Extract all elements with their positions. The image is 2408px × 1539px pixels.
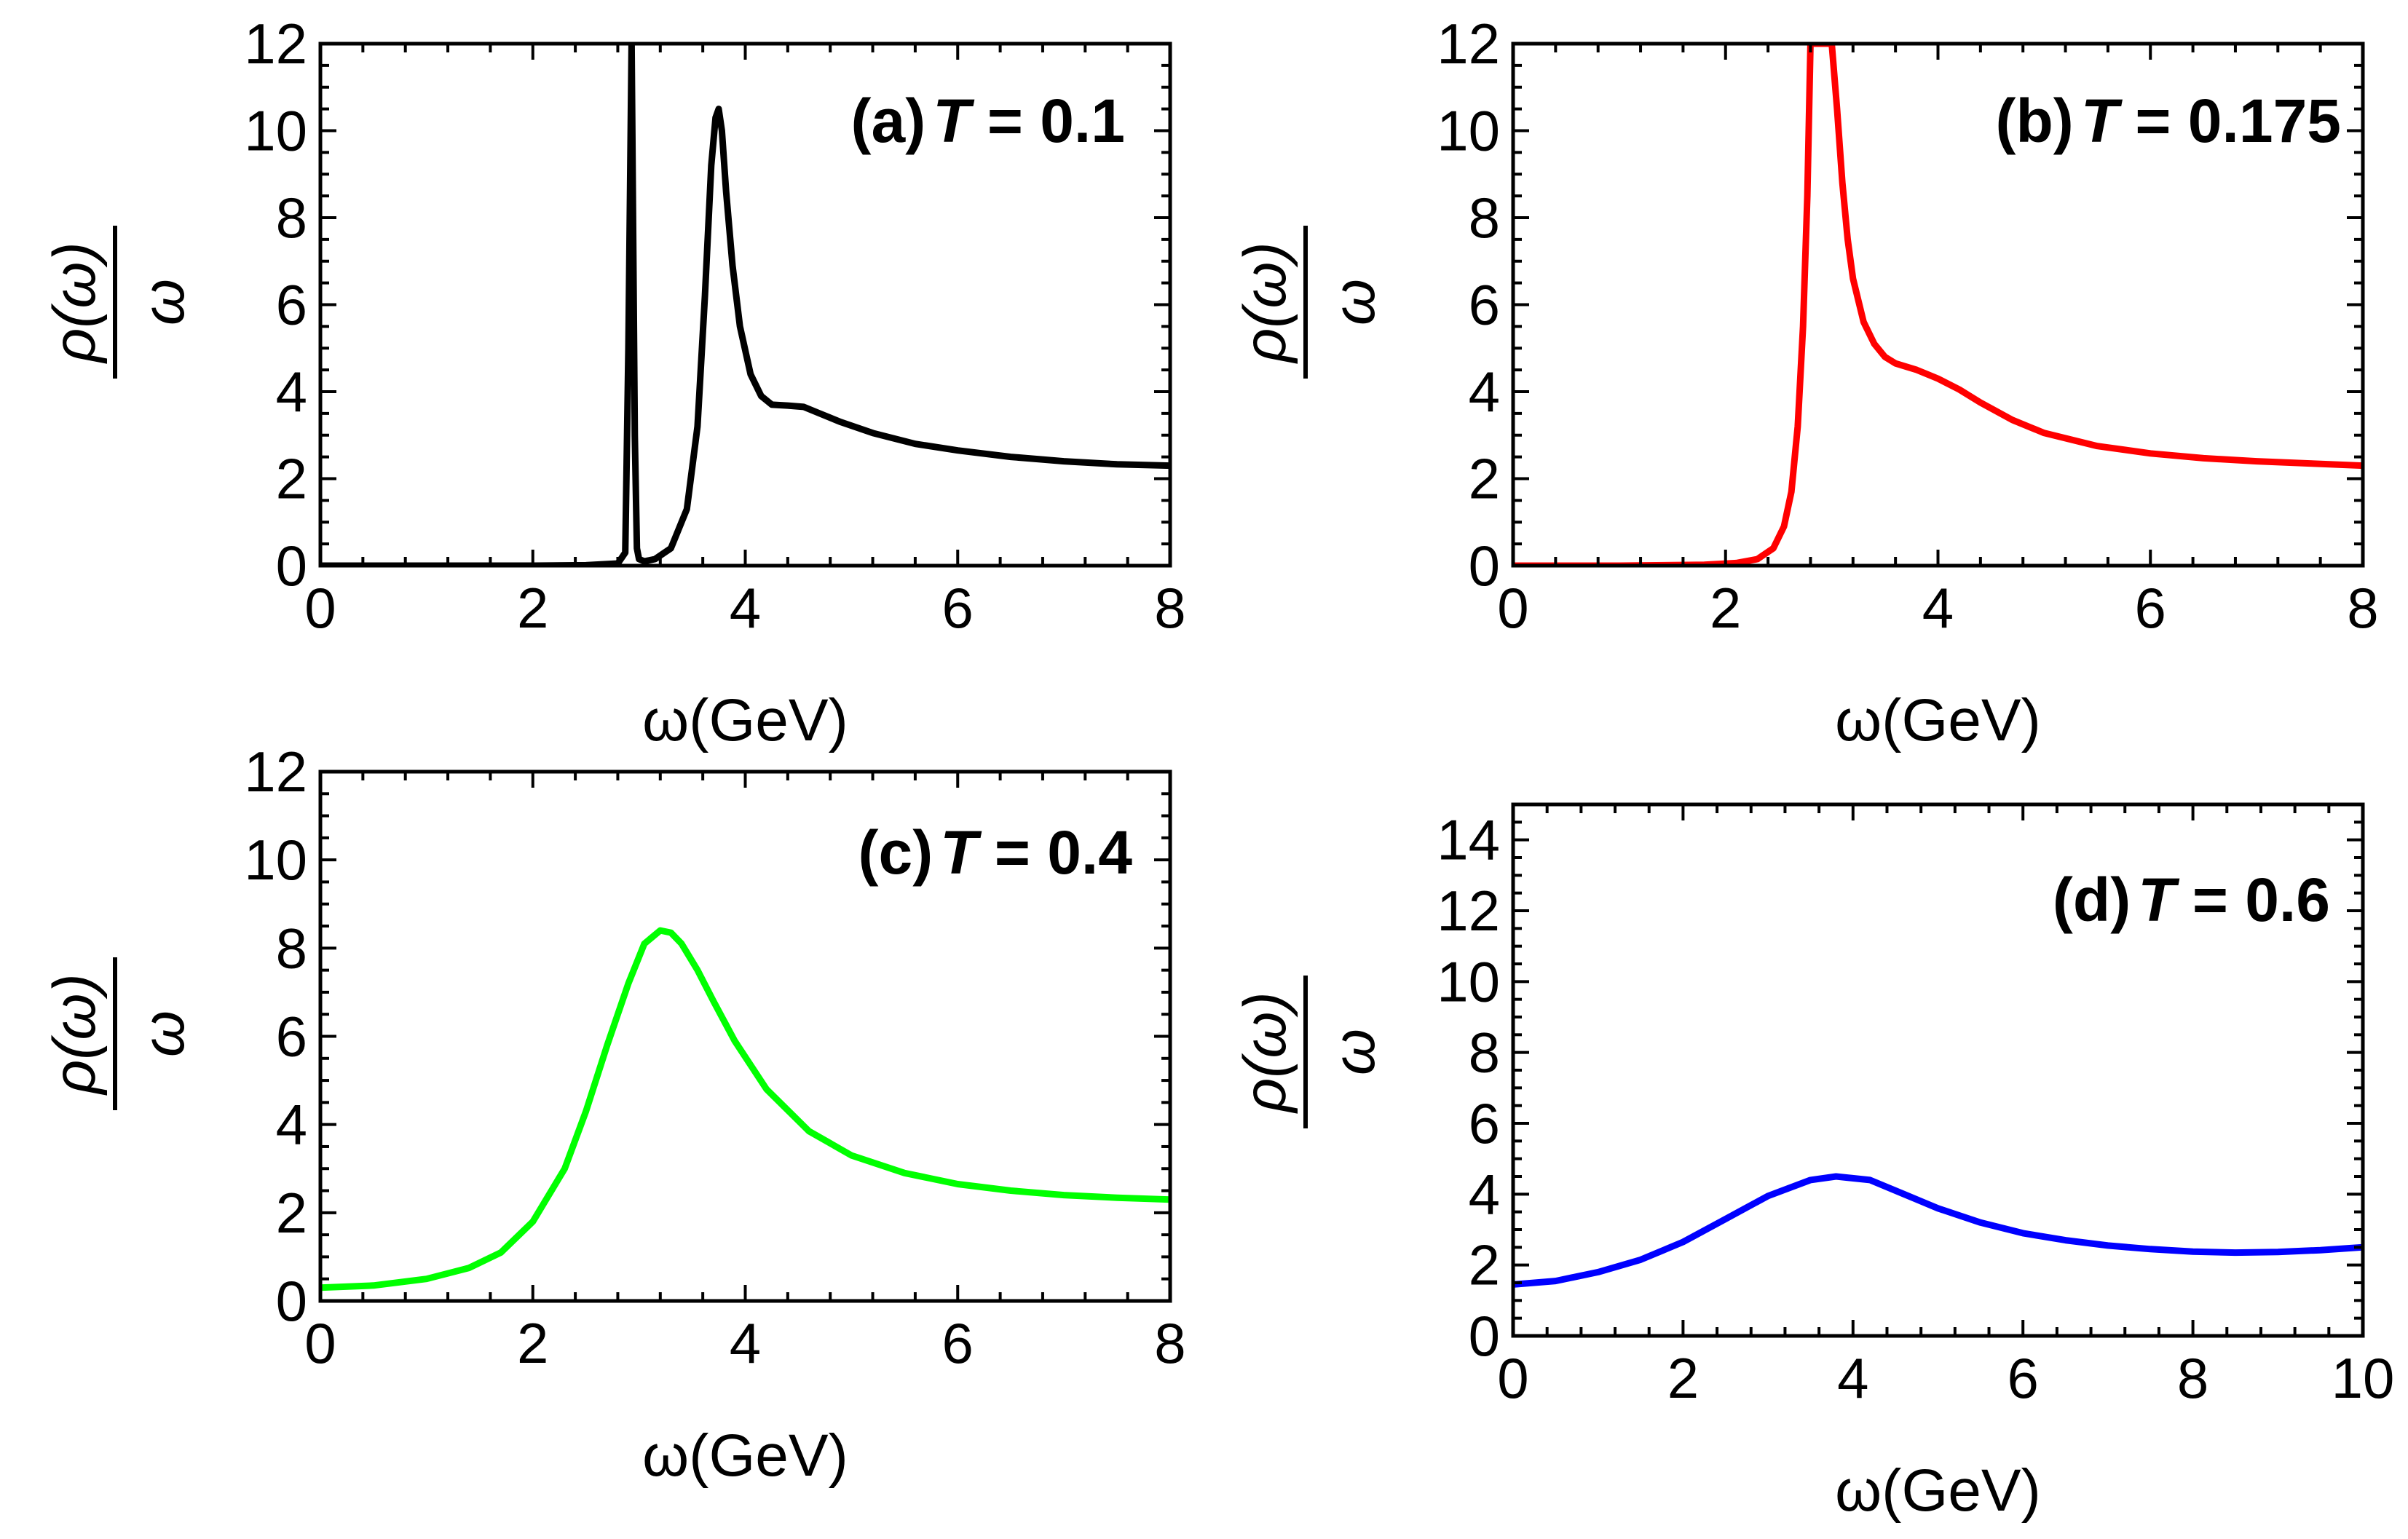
y-tick-label: 8 — [1469, 1021, 1500, 1085]
x-tick-label: 4 — [730, 1311, 761, 1375]
x-tick-label: 2 — [1667, 1346, 1699, 1410]
series-line-1 — [320, 44, 1170, 566]
x-tick-label: 6 — [2008, 1346, 2039, 1410]
y-tick-label: 12 — [244, 740, 307, 804]
y-tick-label: 8 — [276, 916, 307, 980]
x-axis-label: ω(GeV) — [1835, 687, 2041, 753]
temperature-value: = 0.175 — [2118, 87, 2341, 155]
x-tick-label: 0 — [304, 1311, 336, 1375]
y-label-numerator: ρ(ω) — [1232, 992, 1298, 1113]
x-tick-label: 2 — [1710, 576, 1741, 640]
y-tick-label: 4 — [1469, 1162, 1500, 1226]
x-tick-label: 8 — [1154, 1311, 1185, 1375]
temperature-label: T — [940, 818, 982, 887]
y-label-denominator: ω — [1321, 1029, 1387, 1075]
chart-panel-1: 0 2 4 6 8 0 2 4 6 8 10 12 ω(GeV) ρ(ω) ω (a) T = 0.1 — [42, 12, 1186, 753]
x-tick-label: 2 — [517, 576, 548, 640]
x-tick-label: 8 — [2347, 576, 2378, 640]
y-tick-label: 2 — [276, 1181, 307, 1245]
y-tick-label: 4 — [276, 360, 307, 424]
series-line-1 — [320, 927, 1170, 1291]
y-label-numerator: ρ(ω) — [42, 242, 108, 363]
x-tick-label: 4 — [1922, 576, 1954, 640]
x-tick-label: 0 — [1497, 1346, 1528, 1410]
series-line-1 — [1513, 44, 2363, 566]
temperature-value: = 0.1 — [970, 87, 1125, 155]
y-tick-label: 8 — [276, 186, 307, 250]
x-tick-label: 8 — [1154, 576, 1185, 640]
y-tick-label: 10 — [244, 99, 307, 163]
y-label-denominator: ω — [130, 1010, 197, 1057]
y-label-denominator: ω — [1321, 279, 1387, 325]
x-axis-label: ω(GeV) — [642, 687, 848, 753]
temperature-label: T — [933, 87, 975, 155]
x-tick-label: 4 — [1837, 1346, 1868, 1410]
y-tick-label: 12 — [1437, 879, 1500, 943]
y-tick-label: 6 — [276, 273, 307, 337]
y-tick-label: 12 — [244, 12, 307, 76]
y-label-denominator: ω — [130, 279, 197, 325]
x-tick-label: 0 — [304, 576, 336, 640]
panel-annotation: (d) T = 0.6 — [2053, 866, 2330, 934]
panel-tag: (d) — [2053, 866, 2131, 934]
chart-panel-3: 0 2 4 6 8 0 2 4 6 8 10 12 ω(GeV) ρ(ω) ω (c) T = 0.4 — [42, 740, 1186, 1489]
y-tick-label: 12 — [1437, 12, 1500, 76]
y-axis-label: ρ(ω) ω — [1232, 226, 1387, 379]
y-tick-label: 0 — [276, 534, 307, 598]
y-tick-label: 4 — [276, 1093, 307, 1157]
y-tick-label: 0 — [1469, 1304, 1500, 1368]
y-tick-label: 10 — [244, 828, 307, 892]
panel-tag: (b) — [1995, 87, 2073, 155]
temperature-value: = 0.6 — [2175, 866, 2330, 934]
x-tick-label: 8 — [2177, 1346, 2208, 1410]
y-tick-label: 6 — [1469, 273, 1500, 337]
y-tick-label: 10 — [1437, 949, 1500, 1013]
x-tick-label: 0 — [1497, 576, 1528, 640]
y-tick-label: 6 — [1469, 1091, 1500, 1155]
y-tick-label: 6 — [276, 1005, 307, 1069]
x-tick-label: 4 — [730, 576, 761, 640]
y-tick-label: 2 — [1469, 1233, 1500, 1297]
y-tick-label: 0 — [276, 1269, 307, 1333]
x-tick-label: 2 — [517, 1311, 548, 1375]
temperature-value: = 0.4 — [977, 818, 1132, 887]
x-tick-label: 6 — [942, 576, 974, 640]
temperature-label: T — [2138, 866, 2180, 934]
panel-annotation: (a) T = 0.1 — [851, 87, 1126, 155]
y-axis-label: ρ(ω) ω — [42, 957, 197, 1110]
y-tick-label: 0 — [1469, 534, 1500, 598]
y-tick-label: 2 — [1469, 447, 1500, 511]
x-tick-label: 10 — [2332, 1346, 2395, 1410]
y-tick-label: 4 — [1469, 360, 1500, 424]
series-line-1 — [1513, 1173, 2363, 1288]
y-tick-label: 8 — [1469, 186, 1500, 250]
panel-tag: (a) — [851, 87, 926, 155]
x-tick-label: 6 — [942, 1311, 974, 1375]
panel-annotation: (c) T = 0.4 — [858, 818, 1133, 887]
panel-annotation: (b) T = 0.175 — [1995, 87, 2341, 155]
y-label-numerator: ρ(ω) — [42, 973, 108, 1095]
x-axis-label: ω(GeV) — [642, 1423, 848, 1489]
y-tick-label: 10 — [1437, 99, 1500, 163]
x-tick-label: 6 — [2135, 576, 2166, 640]
y-label-numerator: ρ(ω) — [1232, 242, 1298, 363]
chart-panel-2: 0 2 4 6 8 0 2 4 6 8 10 12 ω(GeV) ρ(ω) ω (b) T = 0.175 — [1232, 12, 2379, 753]
x-axis-label: ω(GeV) — [1835, 1457, 2041, 1524]
y-axis-label: ρ(ω) ω — [42, 226, 197, 379]
panel-tag: (c) — [858, 818, 933, 887]
y-axis-label: ρ(ω) ω — [1232, 976, 1387, 1128]
temperature-label: T — [2081, 87, 2123, 155]
y-tick-label: 2 — [276, 447, 307, 511]
y-tick-label: 14 — [1437, 808, 1500, 872]
